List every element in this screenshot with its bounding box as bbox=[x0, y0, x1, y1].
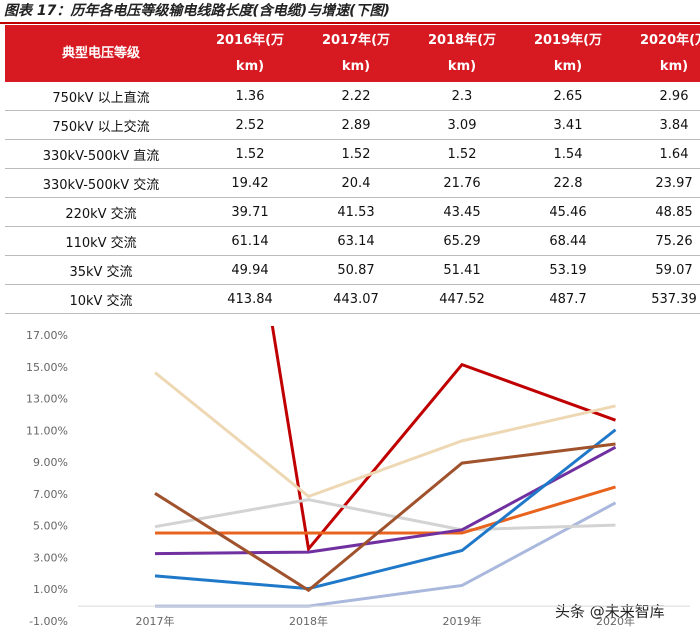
table-cell: 1.52 bbox=[303, 139, 409, 169]
y-tick-label: 9.00% bbox=[33, 456, 68, 469]
table-cell: 48.85 bbox=[621, 197, 700, 227]
x-tick-label: 2017年 bbox=[136, 614, 175, 628]
table-body: 750kV 以上直流 1.36 2.22 2.3 2.65 2.96 750kV 以上交流 2… bbox=[5, 82, 700, 314]
y-tick-label: 11.00% bbox=[26, 424, 68, 437]
table-cell: 330kV-500kV 交流 bbox=[5, 168, 197, 198]
table-cell: 1.52 bbox=[409, 139, 515, 169]
table-cell: 22.8 bbox=[515, 168, 621, 198]
watermark: 头条 @未来智库 bbox=[555, 603, 665, 621]
column-header: 2017年(万km) bbox=[303, 25, 409, 82]
table-cell: 39.71 bbox=[197, 197, 303, 227]
column-header: 典型电压等级 bbox=[5, 25, 197, 82]
table-cell: 49.94 bbox=[197, 255, 303, 285]
series-line bbox=[154, 371, 616, 499]
table-cell: 50.87 bbox=[303, 255, 409, 285]
table-row: 10kV 交流 413.84 443.07 447.52 487.7 537.39 bbox=[5, 284, 700, 314]
header-row: 典型电压等级 2016年(万km) 2017年(万km) 2018年(万km) 2019… bbox=[5, 25, 700, 82]
table-cell: 750kV 以上直流 bbox=[5, 82, 197, 111]
table-cell: 110kV 交流 bbox=[5, 226, 197, 256]
table-cell: 75.26 bbox=[621, 226, 700, 256]
table-cell: 537.39 bbox=[621, 284, 700, 314]
table-row: 220kV 交流 39.71 41.53 43.45 45.46 48.85 bbox=[5, 197, 700, 227]
table-cell: 1.36 bbox=[197, 82, 303, 111]
table-cell: 61.14 bbox=[197, 226, 303, 256]
table-cell: 220kV 交流 bbox=[5, 197, 197, 227]
table-cell: 2.22 bbox=[303, 82, 409, 111]
table-cell: 1.64 bbox=[621, 139, 700, 169]
table-cell: 21.76 bbox=[409, 168, 515, 198]
table-cell: 1.52 bbox=[197, 139, 303, 169]
column-header: 2020年(万km) bbox=[621, 25, 700, 82]
title-rule bbox=[0, 22, 700, 24]
table-cell: 2.52 bbox=[197, 110, 303, 140]
y-tick-label: 3.00% bbox=[33, 551, 68, 564]
table-cell: 3.41 bbox=[515, 110, 621, 140]
table-cell: 447.52 bbox=[409, 284, 515, 314]
table-cell: 59.07 bbox=[621, 255, 700, 285]
table-cell: 23.97 bbox=[621, 168, 700, 198]
table-cell: 1.54 bbox=[515, 139, 621, 169]
series-line bbox=[154, 428, 617, 591]
table-row: 330kV-500kV 直流 1.52 1.52 1.52 1.54 1.64 bbox=[5, 139, 700, 169]
table-cell: 65.29 bbox=[409, 226, 515, 256]
table-row: 750kV 以上直流 1.36 2.22 2.3 2.65 2.96 bbox=[5, 82, 700, 111]
table-cell: 19.42 bbox=[197, 168, 303, 198]
series-line bbox=[155, 485, 616, 535]
plot-area bbox=[154, 326, 617, 608]
table-row: 750kV 以上交流 2.52 2.89 3.09 3.41 3.84 bbox=[5, 110, 700, 140]
table-row: 330kV-500kV 交流 19.42 20.4 21.76 22.8 23.97 bbox=[5, 168, 700, 198]
series-line bbox=[154, 498, 616, 532]
table-cell: 68.44 bbox=[515, 226, 621, 256]
series-line bbox=[270, 326, 617, 553]
table-cell: 35kV 交流 bbox=[5, 255, 197, 285]
y-tick-label: -1.00% bbox=[29, 615, 68, 628]
table-cell: 2.89 bbox=[303, 110, 409, 140]
x-tick-label: 2020年 bbox=[596, 614, 635, 628]
table-cell: 43.45 bbox=[409, 197, 515, 227]
y-tick-label: 17.00% bbox=[26, 329, 68, 342]
table-cell: 750kV 以上交流 bbox=[5, 110, 197, 140]
table-cell: 2.96 bbox=[621, 82, 700, 111]
table-cell: 2.3 bbox=[409, 82, 515, 111]
table-cell: 10kV 交流 bbox=[5, 284, 197, 314]
data-table: 典型电压等级 2016年(万km) 2017年(万km) 2018年(万km) 2019… bbox=[5, 25, 700, 314]
table-row: 35kV 交流 49.94 50.87 51.41 53.19 59.07 bbox=[5, 255, 700, 285]
table-cell: 487.7 bbox=[515, 284, 621, 314]
column-header: 2016年(万km) bbox=[197, 25, 303, 82]
x-tick-label: 2019年 bbox=[443, 614, 482, 628]
column-header: 2018年(万km) bbox=[409, 25, 515, 82]
table-row: 110kV 交流 61.14 63.14 65.29 68.44 75.26 bbox=[5, 226, 700, 256]
table-cell: 41.53 bbox=[303, 197, 409, 227]
figure-title: 图表 17：历年各电压等级输电线路长度(含电缆)与增速(下图) bbox=[4, 3, 390, 19]
table-cell: 20.4 bbox=[303, 168, 409, 198]
table-cell: 330kV-500kV 直流 bbox=[5, 139, 197, 169]
table-cell: 413.84 bbox=[197, 284, 303, 314]
y-tick-label: 15.00% bbox=[26, 361, 68, 374]
table-cell: 45.46 bbox=[515, 197, 621, 227]
y-tick-label: 13.00% bbox=[26, 393, 68, 406]
y-tick-label: 1.00% bbox=[33, 583, 68, 596]
table-cell: 2.65 bbox=[515, 82, 621, 111]
y-tick-label: 5.00% bbox=[33, 520, 68, 533]
table-cell: 3.84 bbox=[621, 110, 700, 140]
table-cell: 53.19 bbox=[515, 255, 621, 285]
y-tick-label: 7.00% bbox=[33, 488, 68, 501]
table-cell: 63.14 bbox=[303, 226, 409, 256]
x-tick-label: 2018年 bbox=[289, 614, 328, 628]
series-line bbox=[154, 442, 616, 593]
table-cell: 51.41 bbox=[409, 255, 515, 285]
table-cell: 3.09 bbox=[409, 110, 515, 140]
series-line bbox=[155, 501, 617, 608]
column-header: 2019年(万km) bbox=[515, 25, 621, 82]
table-cell: 443.07 bbox=[303, 284, 409, 314]
